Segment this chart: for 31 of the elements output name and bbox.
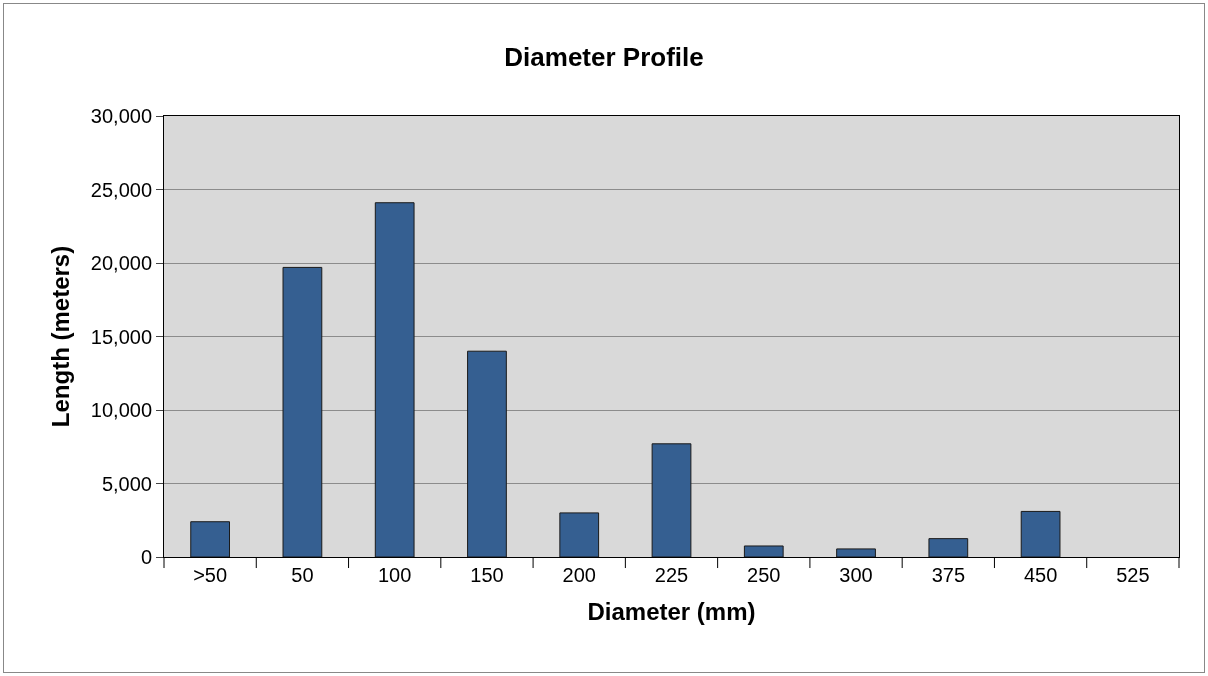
bar — [651, 443, 692, 557]
bar — [928, 538, 969, 557]
x-tick-label: 375 — [931, 564, 966, 586]
bar — [282, 266, 323, 557]
bar — [559, 512, 600, 557]
bar — [743, 545, 784, 557]
x-tick-label: 450 — [1023, 564, 1058, 586]
bar — [190, 521, 231, 557]
bar — [374, 202, 415, 557]
x-tick-label: 525 — [1116, 564, 1150, 586]
x-axis-title: Diameter (mm) — [587, 598, 756, 626]
chart-title: Diameter Profile — [504, 41, 704, 72]
x-tick-label: 225 — [654, 564, 689, 586]
bar — [836, 548, 876, 557]
bar — [467, 350, 507, 557]
x-tick-label: 100 — [377, 564, 412, 586]
y-tick-label: 15,000 — [90, 325, 152, 348]
x-tick-label: >50 — [193, 564, 228, 586]
x-tick-label: 300 — [839, 564, 873, 586]
x-tick-label: 200 — [562, 564, 596, 586]
y-axis-title: Length (meters) — [46, 245, 74, 428]
x-tick-label: 50 — [291, 564, 314, 586]
y-tick-label: 10,000 — [90, 399, 152, 421]
y-tick-label: 0 — [140, 546, 152, 568]
x-tick-label: 150 — [470, 564, 504, 586]
y-tick-label: 5,000 — [101, 472, 152, 495]
y-tick-label: 30,000 — [90, 105, 152, 127]
y-tick-label: 20,000 — [90, 252, 152, 274]
x-tick-label: 250 — [747, 564, 781, 586]
bar — [1020, 510, 1061, 557]
y-tick-label: 25,000 — [90, 178, 152, 201]
